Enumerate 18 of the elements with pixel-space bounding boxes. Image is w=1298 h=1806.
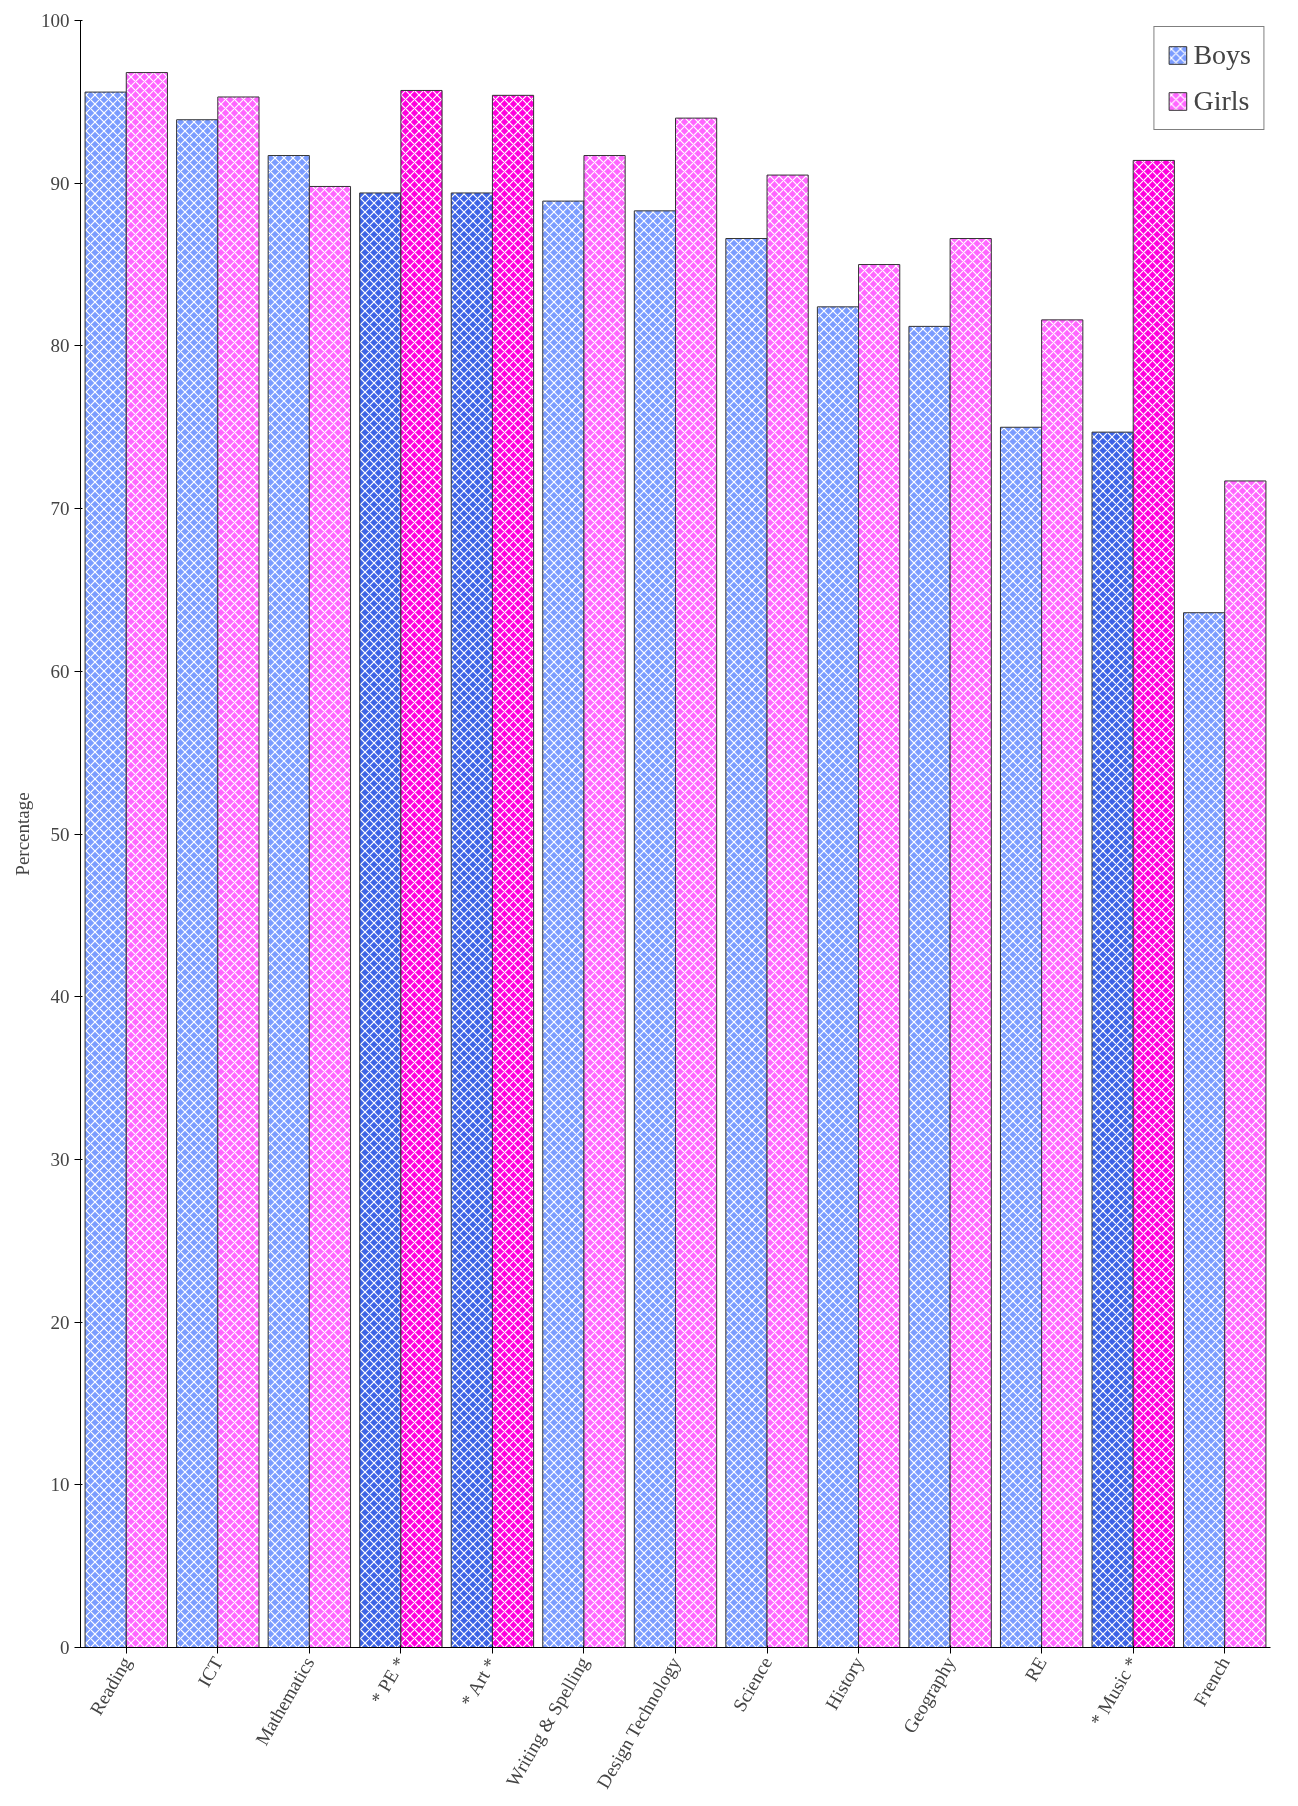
y-tick-label: 40 bbox=[50, 986, 70, 1008]
x-tick-label: * PE * bbox=[366, 1653, 410, 1708]
y-tick-label: 20 bbox=[50, 1311, 70, 1333]
y-tick-label: 90 bbox=[50, 172, 70, 194]
x-tick-label: RE bbox=[1020, 1653, 1051, 1685]
x-tick-label: ICT bbox=[193, 1652, 228, 1691]
y-tick-label: 100 bbox=[41, 10, 70, 31]
y-tick-label: 10 bbox=[50, 1474, 70, 1496]
x-tick-label: * Art * bbox=[456, 1654, 501, 1711]
legend-label: Boys bbox=[1193, 39, 1251, 71]
y-tick-label: 50 bbox=[50, 823, 70, 845]
legend-label: Girls bbox=[1193, 85, 1250, 117]
y-tick-label: 70 bbox=[50, 498, 70, 520]
y-tick-label: 0 bbox=[60, 1637, 70, 1658]
y-tick-label: 60 bbox=[50, 660, 70, 682]
y-axis-title: Percentage bbox=[12, 792, 33, 876]
y-tick-label: 30 bbox=[50, 1148, 70, 1170]
y-tick-label: 80 bbox=[50, 335, 70, 357]
